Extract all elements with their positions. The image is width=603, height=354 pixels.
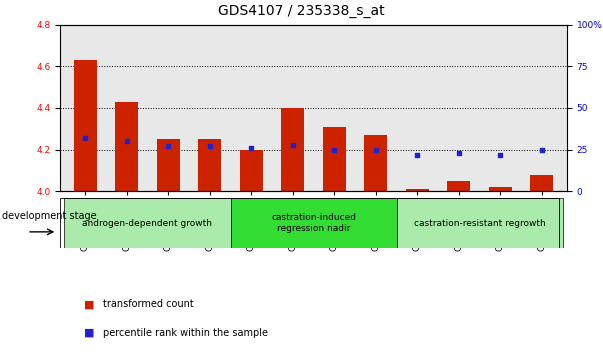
Bar — [489, 187, 512, 191]
Bar — [198, 139, 221, 191]
Point — [247, 145, 256, 151]
FancyBboxPatch shape — [397, 198, 563, 248]
FancyBboxPatch shape — [65, 198, 230, 248]
Point — [205, 143, 215, 149]
Point — [288, 142, 298, 147]
FancyBboxPatch shape — [230, 198, 397, 248]
Bar — [323, 127, 346, 191]
Point — [412, 152, 422, 158]
Text: castration-induced
regression nadir: castration-induced regression nadir — [271, 213, 356, 233]
Point — [454, 150, 464, 156]
Text: transformed count: transformed count — [103, 299, 193, 309]
Point — [371, 147, 380, 152]
Point — [80, 135, 90, 141]
Bar — [406, 189, 429, 191]
Point — [537, 147, 547, 152]
Bar — [157, 139, 180, 191]
Bar — [74, 60, 96, 191]
Text: ■: ■ — [84, 299, 95, 309]
Bar — [364, 135, 387, 191]
Point — [163, 143, 173, 149]
Bar — [240, 149, 263, 191]
Bar — [531, 175, 554, 191]
Text: percentile rank within the sample: percentile rank within the sample — [103, 328, 268, 338]
Text: ■: ■ — [84, 328, 95, 338]
Text: castration-resistant regrowth: castration-resistant regrowth — [414, 218, 546, 228]
Point — [329, 147, 339, 152]
Point — [496, 152, 505, 158]
Point — [122, 138, 131, 144]
Bar — [282, 108, 305, 191]
Text: androgen-dependent growth: androgen-dependent growth — [83, 218, 212, 228]
Bar — [115, 102, 138, 191]
Bar — [447, 181, 470, 191]
Text: development stage: development stage — [2, 211, 96, 221]
Text: GDS4107 / 235338_s_at: GDS4107 / 235338_s_at — [218, 4, 385, 18]
